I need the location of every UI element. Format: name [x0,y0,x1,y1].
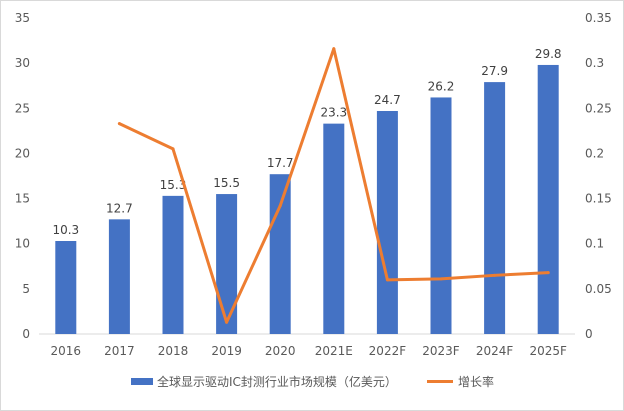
bar-data-label: 15.5 [213,176,240,190]
bar [430,97,452,334]
bar [269,174,291,334]
bar [484,82,506,334]
bar-data-label: 26.2 [428,79,455,93]
x-tick-label: 2024F [476,344,514,358]
x-tick-label: 2017 [104,344,135,358]
y-right-tick-label: 0.2 [585,146,604,160]
bar [216,194,238,334]
bar-data-label: 10.3 [52,223,79,237]
y-right-tick-label: 0.25 [585,101,612,115]
bar-data-label: 24.7 [374,93,401,107]
y-left-tick-label: 0 [22,327,30,341]
bar-data-label: 15.3 [160,178,187,192]
bar-data-label: 12.7 [106,201,133,215]
bar [55,241,77,334]
y-left-tick-label: 5 [22,282,30,296]
legend-label-bars: 全球显示驱动IC封测行业市场规模（亿美元） [157,374,397,389]
y-right-tick-label: 0.15 [585,192,612,206]
x-tick-label: 2016 [51,344,82,358]
growth-rate-point [225,320,229,324]
y-left-tick-label: 30 [15,56,30,70]
x-tick-label: 2025F [529,344,567,358]
x-tick-label: 2018 [158,344,189,358]
x-tick-label: 2023F [422,344,460,358]
growth-rate-point [493,273,497,277]
x-tick-label: 2022F [369,344,407,358]
growth-rate-point [278,204,282,208]
y-left-tick-label: 10 [15,237,30,251]
y-left-tick-label: 25 [15,101,30,115]
growth-rate-point [546,271,550,275]
bar [537,64,559,334]
legend-swatch-bars [131,378,153,385]
x-tick-label: 2019 [211,344,242,358]
y-left-tick-label: 15 [15,192,30,206]
bar-data-label: 29.8 [535,47,562,61]
bar [323,123,345,335]
growth-rate-point [332,47,336,51]
y-left-tick-label: 20 [15,146,30,160]
growth-rate-point [117,122,121,126]
bar [376,110,398,334]
y-right-tick-label: 0 [585,327,593,341]
bar-data-label: 17.7 [267,156,294,170]
bar [162,195,184,334]
y-right-tick-label: 0.1 [585,237,604,251]
legend-label-line: 增长率 [458,374,494,389]
bar-data-label: 23.3 [320,106,347,120]
y-right-tick-label: 0.35 [585,11,612,25]
x-tick-label: 2020 [265,344,296,358]
growth-rate-point [171,147,175,151]
y-right-tick-label: 0.3 [585,56,604,70]
growth-rate-point [385,278,389,282]
y-right-tick-label: 0.05 [585,282,612,296]
y-left-tick-label: 35 [15,11,30,25]
bar [108,219,130,334]
growth-rate-point [439,277,443,281]
bar-data-label: 27.9 [481,64,508,78]
x-tick-label: 2021E [315,344,353,358]
